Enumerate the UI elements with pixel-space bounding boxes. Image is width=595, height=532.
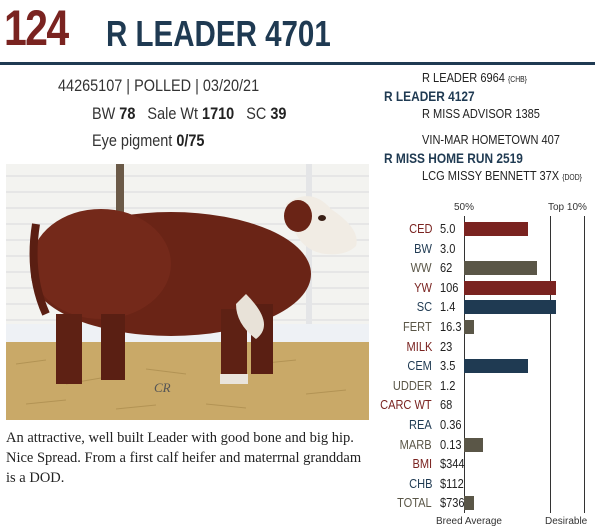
epd-value: 1.2: [440, 377, 456, 393]
header-divider: [0, 62, 595, 65]
epd-bar: [464, 222, 528, 236]
epd-label: UDDER: [392, 377, 432, 393]
epd-bar: [464, 437, 484, 452]
epd-row-rea: REA 0.36: [370, 415, 590, 435]
epd-value: $112: [440, 475, 464, 491]
epd-label: TOTAL: [397, 495, 432, 511]
epd-value: 68: [440, 397, 453, 413]
epd-label: FERT: [403, 319, 432, 334]
epd-axis-right: [584, 216, 585, 513]
bull-photo: CR: [6, 164, 369, 420]
dam-dam-name: LCG MISSY BENNETT 37X: [422, 168, 560, 183]
epd-bar: [464, 261, 538, 276]
bw-label: BW: [92, 104, 116, 123]
epd-label: REA: [409, 417, 432, 432]
pedigree-sire-dam: R MISS ADVISOR 1385: [422, 106, 540, 121]
epd-row-udder: UDDER 1.2: [370, 376, 590, 396]
bull-photo-svg: [6, 164, 369, 420]
eye-label: Eye pigment: [92, 131, 173, 150]
bw-value: 78: [119, 104, 136, 123]
epd-row-sc: SC 1.4: [370, 297, 590, 317]
epd-label: CED: [408, 221, 432, 236]
epd-row-ced: CED 5.0: [370, 219, 590, 239]
weights-line: BW 78 Sale Wt 1710 SC 39: [92, 104, 286, 124]
epd-value: 16.3: [440, 319, 462, 334]
epd-label: YW: [414, 279, 432, 295]
epd-row-milk: MILK 23: [370, 337, 590, 357]
epd-bar: [464, 320, 474, 334]
epd-value: 0.36: [440, 417, 462, 432]
epd-label: BMI: [412, 456, 432, 472]
sale-wt-label: Sale Wt: [147, 104, 199, 123]
epd-row-marb: MARB 0.13: [370, 435, 590, 455]
epd-value: 106: [440, 279, 459, 295]
epd-bar: [464, 359, 528, 374]
epd-row-chb: CHB $112: [370, 474, 590, 494]
epd-label: BW: [414, 240, 432, 256]
epd-label: CEM: [407, 358, 432, 374]
pedigree-dam-dam: LCG MISSY BENNETT 37X {DOD}: [422, 168, 582, 183]
epd-label: WW: [411, 260, 432, 276]
pedigree-sire-sire: R LEADER 6964 {CHB}: [422, 70, 527, 85]
lot-number: 124: [4, 0, 69, 56]
epd-footer-right: Desirable: [545, 516, 588, 527]
epd-footer-left: Breed Average: [436, 516, 502, 527]
pedigree-dam-sire: VIN-MAR HOMETOWN 407: [422, 132, 560, 147]
epd-bar: [464, 496, 474, 511]
pedigree-sire: R LEADER 4127: [384, 88, 475, 104]
epd-row-bmi: BMI $344: [370, 454, 590, 474]
sire-sire-tag: {CHB}: [508, 75, 527, 84]
sire-sire-name: R LEADER 6964: [422, 70, 505, 85]
epd-value: $344: [440, 456, 465, 472]
sc-label: SC: [246, 104, 267, 123]
sc-value: 39: [270, 104, 287, 123]
photo-watermark: CR: [154, 380, 171, 395]
animal-name: R LEADER 4701: [106, 13, 331, 54]
epd-bar: [464, 280, 557, 295]
epd-value: 5.0: [440, 221, 456, 236]
epd-value: 1.4: [440, 299, 456, 315]
sale-wt-value: 1710: [202, 104, 235, 123]
epd-value: 23: [440, 338, 453, 354]
epd-row-fert: FERT 16.3: [370, 317, 590, 337]
eye-pigment-line: Eye pigment 0/75: [92, 131, 204, 151]
description: An attractive, well built Leader with go…: [6, 430, 362, 486]
epd-value: 3.5: [440, 358, 456, 374]
registration-line: 44265107 | POLLED | 03/20/21: [58, 76, 260, 95]
epd-value: 0.13: [440, 436, 462, 452]
eye-value: 0/75: [176, 131, 205, 150]
epd-bar: [464, 300, 557, 315]
epd-label: MARB: [400, 436, 432, 452]
epd-row-carc-wt: CARC WT 68: [370, 395, 590, 415]
epd-label: CARC WT: [380, 397, 432, 413]
dam-dam-tag: {DOD}: [562, 173, 582, 182]
epd-label: MILK: [406, 338, 432, 354]
epd-header-left: 50%: [454, 202, 475, 213]
epd-label: SC: [416, 299, 432, 315]
epd-value: 3.0: [440, 240, 456, 256]
epd-row-total: TOTAL $736: [370, 493, 590, 513]
epd-label: CHB: [408, 475, 432, 491]
epd-value: 62: [440, 260, 453, 276]
pedigree-dam: R MISS HOME RUN 2519: [384, 150, 523, 166]
epd-axis-top10: [550, 216, 551, 513]
epd-row-yw: YW 106: [370, 278, 590, 298]
epd-header-right: Top 10%: [548, 202, 587, 213]
epd-row-ww: WW 62: [370, 258, 590, 278]
epd-value: $736: [440, 495, 465, 511]
epd-row-bw: BW 3.0: [370, 239, 590, 259]
epd-row-cem: CEM 3.5: [370, 356, 590, 376]
